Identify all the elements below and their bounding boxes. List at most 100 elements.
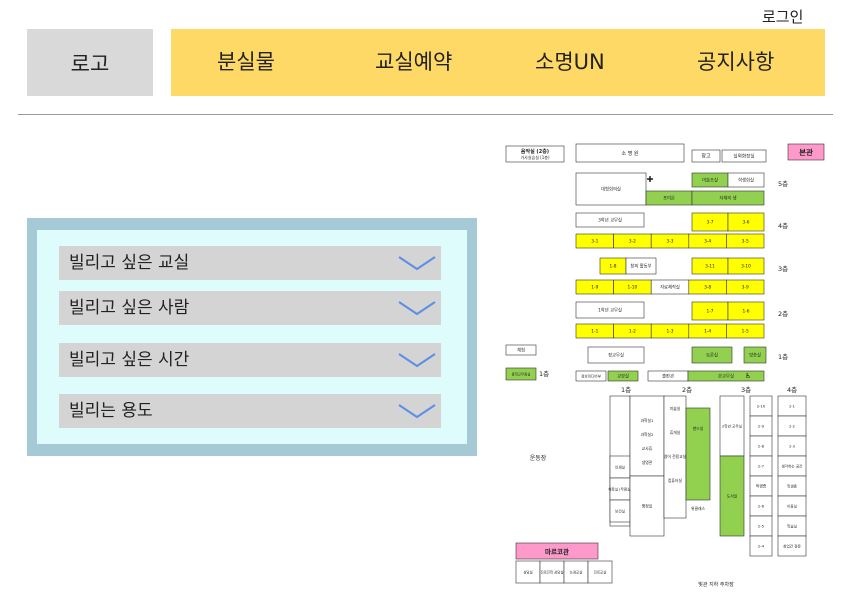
logo[interactable]: 로고 (27, 29, 153, 96)
map-room-label: 논경교실 (570, 570, 582, 575)
map-room-label: 중학교무용실 (512, 372, 531, 377)
map-room-label: 1-9 (591, 285, 598, 291)
map-room-label: 보건실 (615, 509, 625, 514)
auditorium-label: 소 명 원 (622, 150, 639, 157)
map-room-label: 3-9 (742, 285, 749, 291)
map-room-label: 방송실 (749, 352, 761, 359)
map-room-label: 휴게실 (670, 430, 681, 435)
dropdown-purpose[interactable]: 빌리는 용도 (59, 394, 441, 428)
auditorium (575, 143, 685, 163)
map-room-label: 이동실 (787, 504, 797, 509)
map-room-label: 토론실 (706, 352, 718, 359)
floor-label: 1층 (539, 369, 549, 378)
map-room-label: 2-2 (789, 425, 795, 429)
map-room-label: 3-7 (706, 220, 713, 226)
floor-label: 2층 (778, 309, 788, 318)
music-room-label: 음악실 (2층) (521, 148, 549, 155)
map-room (777, 535, 807, 557)
map-room-label: 2-6 (758, 504, 765, 509)
map-room-label: 출판관 (662, 373, 674, 380)
map-room-label: 1-7 (706, 309, 713, 315)
floor-label: 1층 (621, 385, 631, 394)
map-room-label: 2-9 (758, 424, 765, 429)
map-room-label: 상담실 (523, 570, 532, 575)
map-room-label: 1-2 (629, 329, 636, 335)
floor-label: 5층 (778, 179, 788, 188)
marco-building-badge (515, 542, 599, 560)
playground-label: 운동장 (530, 454, 547, 462)
map-room-label: 2-8 (758, 444, 765, 449)
map-room-label: 2-4 (758, 544, 765, 549)
floor-label: 2층 (682, 385, 692, 394)
map-room-label: 3-6 (742, 220, 749, 226)
map-room (727, 257, 765, 275)
map-room-label: 3학년 교무실 (598, 217, 622, 224)
map-room-label: 학생회실 (738, 177, 754, 184)
map-room (575, 370, 607, 382)
booking-form-panel: 빌리고 싶은 교실 빌리고 싶은 사람 빌리고 싶은 시간 빌리는 용도 (27, 218, 477, 456)
map-room (719, 395, 745, 457)
dropdown-classroom[interactable]: 빌리고 싶은 교실 (59, 246, 441, 280)
map-room-label: 정교무실 (608, 352, 624, 359)
map-room-label: 진로교실 (594, 570, 606, 575)
map-room (587, 560, 613, 584)
map-room (726, 233, 765, 249)
dropdown-time[interactable]: 빌리고 싶은 시간 (59, 343, 441, 377)
map-room-label: 1-10 (628, 285, 638, 291)
map-room-label: 도서실 (727, 494, 738, 499)
map-room-label: 자체의 생 (719, 195, 736, 202)
floor-label: 4층 (778, 221, 788, 230)
map-room (726, 323, 765, 339)
map-room-label: 3-3 (666, 239, 673, 245)
map-room-label: 인쇄실 (615, 465, 625, 470)
map-room-label: 본교무실 (718, 373, 734, 380)
dropdown-classroom-label: 빌리고 싶은 교실 (69, 253, 190, 273)
floor-label: 3층 (741, 385, 751, 394)
map-room-label: 컴퓨터실 (668, 478, 682, 483)
map-room-label: 3-4 (704, 239, 711, 245)
map-room-label: 창업관 정문 (783, 544, 801, 549)
map-room (719, 455, 745, 537)
map-room-label: 창의 활동부 (630, 263, 651, 270)
accessible-icon: ♿ (745, 372, 751, 380)
nav-notices[interactable]: 공지사항 (697, 50, 775, 74)
nav-somyung-un[interactable]: 소명UN (535, 50, 605, 74)
dropdown-time-label: 빌리고 싶은 시간 (69, 350, 190, 370)
map-room-label: 1-1 (591, 329, 598, 335)
main-building-badge (787, 143, 825, 161)
dropdown-person[interactable]: 빌리고 싶은 사람 (59, 291, 441, 325)
music-room (505, 145, 565, 163)
floor-label: 4층 (787, 385, 797, 394)
map-room-label: 체육실 (무용실) (608, 487, 632, 492)
map-room-label: 과학실2 (641, 432, 654, 437)
map-room-label: 체험 (517, 347, 525, 354)
map-room-label: 교장실 (617, 373, 629, 380)
map-room-label: 포미온 (663, 195, 675, 202)
map-room (587, 346, 645, 364)
map-room-label: 1-4 (704, 329, 711, 335)
nav-classroom-booking[interactable]: 교실예약 (375, 50, 453, 74)
login-link[interactable]: 로그인 (762, 8, 804, 26)
map-room (625, 257, 657, 275)
map-room-label: 학생증 (756, 484, 767, 489)
map-room-label: 3-5 (742, 239, 749, 245)
logo-text: 로고 (70, 51, 110, 76)
map-room (721, 149, 767, 163)
nav-lost-found[interactable]: 분실물 (217, 50, 275, 74)
map-room (505, 367, 537, 381)
chevron-down-icon (398, 301, 436, 316)
dropdown-purpose-label: 빌리는 용도 (69, 401, 153, 421)
map-room-label: 2-10 (757, 404, 766, 409)
map-room-label: 2-7 (758, 464, 765, 469)
map-room (629, 475, 665, 537)
map-room (691, 190, 765, 206)
map-room-label: 자료제작실 (660, 284, 680, 291)
marco-building-label: 마르코관 (545, 547, 569, 556)
map-room-label: 3-11 (705, 264, 715, 270)
map-room-label: 3-2 (629, 239, 636, 245)
map-room (505, 344, 537, 356)
map-room-label: 위클래스 (691, 506, 705, 511)
map-room-label: 미술실 (670, 406, 681, 411)
booking-form-inner: 빌리고 싶은 교실 빌리고 싶은 사람 빌리고 싶은 시간 빌리는 용도 (37, 230, 467, 444)
